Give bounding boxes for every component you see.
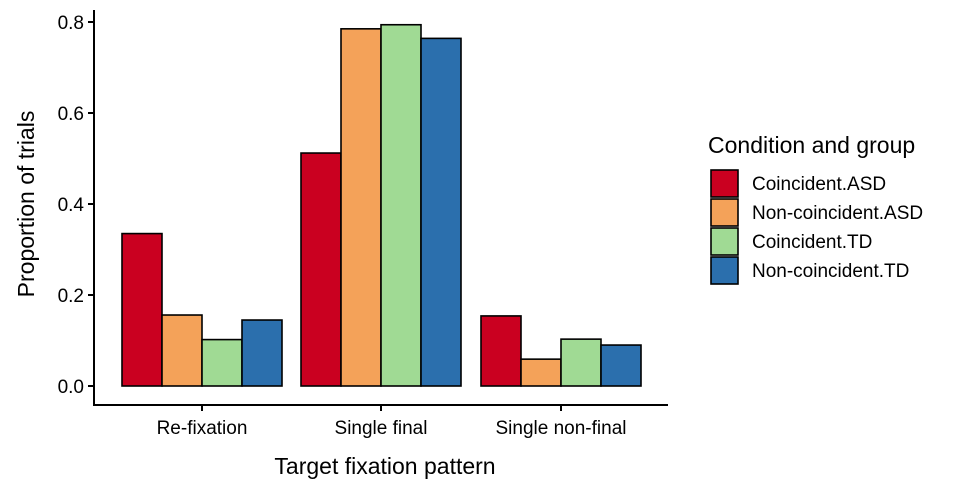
legend-key-non-coincident-td <box>710 256 739 285</box>
y-tick-label: 0.6 <box>58 104 84 125</box>
bar-single-non-final-coincident-asd <box>480 315 522 387</box>
legend-items: Coincident.ASD Non-coincident.ASD Coincide… <box>710 169 923 285</box>
x-tick-label: Single non-final <box>496 418 627 439</box>
bar-single-final-coincident-td <box>380 23 422 387</box>
x-tick-label: Single final <box>335 418 428 439</box>
bar-single-non-final-non-coincident-asd <box>520 358 562 387</box>
bar-single-final-non-coincident-td <box>420 37 462 387</box>
y-axis-title: Proportion of trials <box>13 111 39 298</box>
y-tick-label: 0.0 <box>58 377 84 398</box>
bar-single-final-non-coincident-asd <box>340 28 382 387</box>
y-tick-label: 0.8 <box>58 13 84 34</box>
legend-label: Coincident.ASD <box>752 174 886 195</box>
x-axis-ticks: Re-fixation Single final Single non-final <box>157 405 627 439</box>
legend-key-coincident-asd <box>710 169 739 198</box>
x-tick-label: Re-fixation <box>157 418 248 439</box>
bar-re-fixation-coincident-asd <box>121 232 163 387</box>
y-axis-ticks: 0.0 0.2 0.4 0.6 0.8 <box>58 13 94 398</box>
legend-label: Coincident.TD <box>752 232 872 253</box>
bar-single-non-final-non-coincident-td <box>600 344 642 387</box>
bar-single-non-final-coincident-td <box>560 338 602 387</box>
legend: Condition and group Coincident.ASD Non-co… <box>708 132 923 285</box>
bar-single-final-coincident-asd <box>300 152 342 387</box>
bar-re-fixation-coincident-td <box>201 338 243 387</box>
y-tick-label: 0.4 <box>58 195 85 216</box>
legend-label: Non-coincident.TD <box>752 261 909 282</box>
legend-title: Condition and group <box>708 132 915 158</box>
legend-label: Non-coincident.ASD <box>752 203 923 224</box>
bar-re-fixation-non-coincident-td <box>241 319 283 387</box>
x-axis-title: Target fixation pattern <box>274 453 495 479</box>
bar-re-fixation-non-coincident-asd <box>161 314 203 387</box>
legend-key-non-coincident-asd <box>710 198 739 227</box>
bars-group <box>121 23 642 387</box>
legend-key-coincident-td <box>710 227 739 256</box>
y-tick-label: 0.2 <box>58 286 84 307</box>
